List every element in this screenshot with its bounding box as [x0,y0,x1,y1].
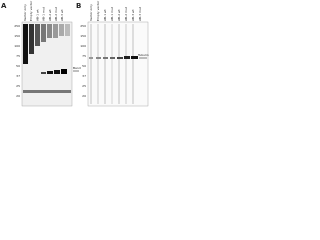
lane-label: Vector only [23,4,27,21]
marker-label: 150 [14,34,20,38]
panel-label: B [76,2,81,10]
lane-label: AB-1 wt [35,8,39,21]
marker-label: 150 [80,34,86,38]
figure: A B Vector only Empty vec [1,0,149,107]
lane-label: Empty vector [29,0,33,21]
lane-label: AB-2 wt [117,8,121,21]
marker-label: 25 [16,84,20,88]
marker-label: 20 [82,94,86,98]
arrow-label: Band [73,66,81,70]
blot-b [87,21,149,107]
marker-label: 37 [16,74,20,78]
marker-label: 25 [82,84,86,88]
lane-label: AB-1 mut [42,6,46,21]
lane-label: AB-2 mut [124,6,128,21]
marker-label: 250 [80,24,86,28]
lane-label: Empty vector [96,0,100,21]
panel-label: A [1,2,7,10]
labels: Vector only Empty vector AB-1 wt AB-1 mut AB… [14,0,148,98]
marker-label: 100 [80,44,86,48]
marker-label: 37 [82,74,86,78]
marker-label: 250 [14,24,20,28]
lane-label: AB-2 wt [48,8,52,21]
blot-a [21,21,73,107]
lane-label: AB-1 wt [103,8,107,21]
lane-label: Vector only [89,4,93,21]
lane-label: AB-2 mut [54,6,58,21]
marker-label: 75 [16,54,20,58]
marker-label: 50 [82,64,86,68]
arrow-label: Tubulin [137,53,149,57]
lane-label: AB-3 wt [131,8,135,21]
marker-label: 100 [14,44,20,48]
lane-label: AB-3 wt [60,8,64,21]
lane-label: AB-3 mut [138,6,142,21]
marker-label: 75 [82,54,86,58]
marker-label: 50 [16,64,20,68]
lane-label: AB-1 mut [110,6,114,21]
marker-label: 20 [16,94,20,98]
